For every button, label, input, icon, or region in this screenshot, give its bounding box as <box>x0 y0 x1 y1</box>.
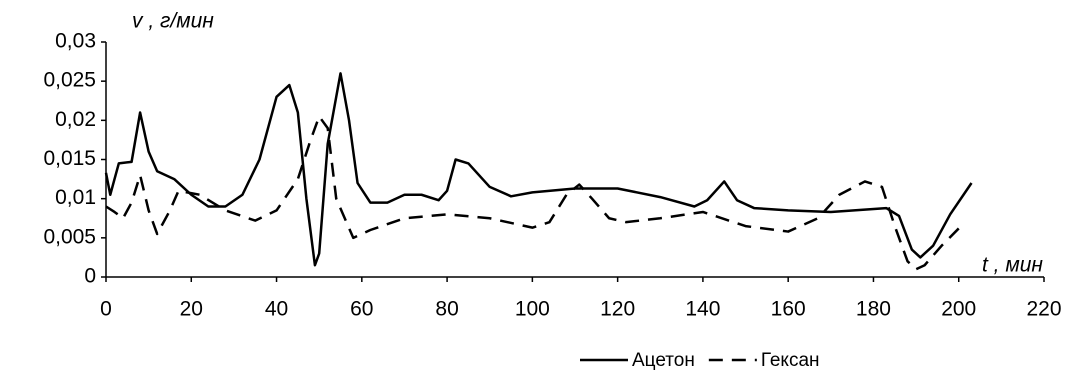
y-tick-label: 0,03 <box>55 30 96 53</box>
x-tick-label: 120 <box>600 298 635 321</box>
x-tick-label: 160 <box>771 298 806 321</box>
legend-label: Гексан <box>761 350 820 371</box>
x-tick-label: 180 <box>856 298 891 321</box>
y-tick-label: 0,015 <box>43 147 96 170</box>
y-tick-label: 0,01 <box>55 186 96 209</box>
x-tick-label: 20 <box>180 298 203 321</box>
x-tick-label: 40 <box>265 298 288 321</box>
x-tick-label: 220 <box>1026 298 1061 321</box>
legend-label: Ацетон <box>632 350 695 371</box>
x-tick-label: 100 <box>515 298 550 321</box>
x-axis-label: t , мин <box>982 254 1043 277</box>
x-tick-label: 140 <box>685 298 720 321</box>
y-tick-label: 0,025 <box>43 69 96 92</box>
y-tick-label: 0,02 <box>55 108 96 131</box>
x-tick-label: 0 <box>100 298 112 321</box>
data-line <box>104 72 973 267</box>
x-tick-label: 200 <box>941 298 976 321</box>
y-tick-label: 0 <box>84 265 96 288</box>
x-tick-label: 60 <box>350 298 373 321</box>
data-line <box>105 115 960 271</box>
y-axis-label: v , г/мин <box>132 10 214 33</box>
x-tick-label: 80 <box>435 298 458 321</box>
y-tick-label: 0,005 <box>43 225 96 248</box>
